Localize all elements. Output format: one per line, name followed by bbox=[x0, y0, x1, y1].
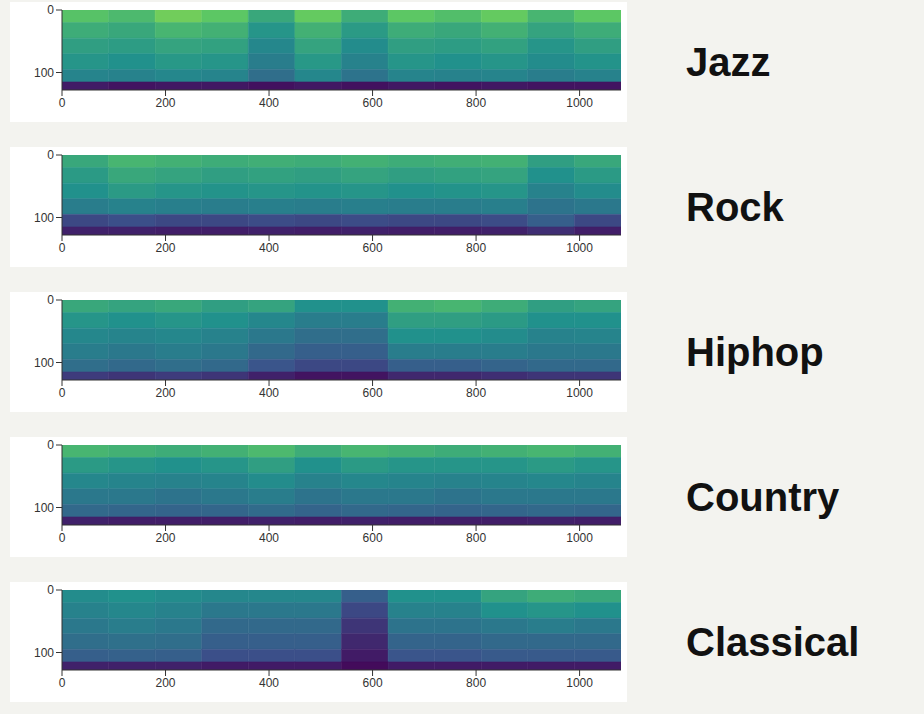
svg-text:400: 400 bbox=[259, 386, 279, 400]
svg-text:1000: 1000 bbox=[566, 676, 593, 690]
html-text:Classical: Classical bbox=[686, 620, 860, 664]
svg-text:600: 600 bbox=[363, 676, 383, 690]
svg-text:0: 0 bbox=[59, 241, 66, 255]
svg-text:800: 800 bbox=[466, 676, 486, 690]
svg-text:200: 200 bbox=[156, 531, 176, 545]
svg-text:100: 100 bbox=[34, 356, 54, 370]
svg-text:0: 0 bbox=[47, 3, 54, 17]
html-text:Country: Country bbox=[686, 475, 840, 519]
svg-text:200: 200 bbox=[156, 96, 176, 110]
svg-text:600: 600 bbox=[363, 241, 383, 255]
svg-text:100: 100 bbox=[34, 646, 54, 660]
svg-text:600: 600 bbox=[363, 386, 383, 400]
svg-text:200: 200 bbox=[156, 676, 176, 690]
svg-text:800: 800 bbox=[466, 96, 486, 110]
svg-text:0: 0 bbox=[47, 438, 54, 452]
svg-text:100: 100 bbox=[34, 66, 54, 80]
svg-text:200: 200 bbox=[156, 241, 176, 255]
svg-text:0: 0 bbox=[59, 386, 66, 400]
html-text:Hiphop: Hiphop bbox=[686, 330, 824, 374]
svg-text:400: 400 bbox=[259, 241, 279, 255]
svg-text:0: 0 bbox=[47, 148, 54, 162]
svg-text:0: 0 bbox=[47, 583, 54, 597]
svg-text:400: 400 bbox=[259, 96, 279, 110]
svg-text:0: 0 bbox=[59, 96, 66, 110]
svg-text:200: 200 bbox=[156, 386, 176, 400]
svg-text:800: 800 bbox=[466, 386, 486, 400]
svg-text:1000: 1000 bbox=[566, 386, 593, 400]
svg-text:800: 800 bbox=[466, 241, 486, 255]
svg-text:1000: 1000 bbox=[566, 241, 593, 255]
svg-text:600: 600 bbox=[363, 96, 383, 110]
svg-text:0: 0 bbox=[59, 676, 66, 690]
svg-text:400: 400 bbox=[259, 531, 279, 545]
svg-text:0: 0 bbox=[59, 531, 66, 545]
svg-text:100: 100 bbox=[34, 501, 54, 515]
svg-text:1000: 1000 bbox=[566, 96, 593, 110]
svg-text:0: 0 bbox=[47, 293, 54, 307]
html-text:Jazz: Jazz bbox=[686, 40, 771, 84]
svg-text:600: 600 bbox=[363, 531, 383, 545]
svg-text:100: 100 bbox=[34, 211, 54, 225]
html-text:Rock: Rock bbox=[686, 185, 784, 229]
svg-text:1000: 1000 bbox=[566, 531, 593, 545]
svg-text:400: 400 bbox=[259, 676, 279, 690]
svg-text:800: 800 bbox=[466, 531, 486, 545]
